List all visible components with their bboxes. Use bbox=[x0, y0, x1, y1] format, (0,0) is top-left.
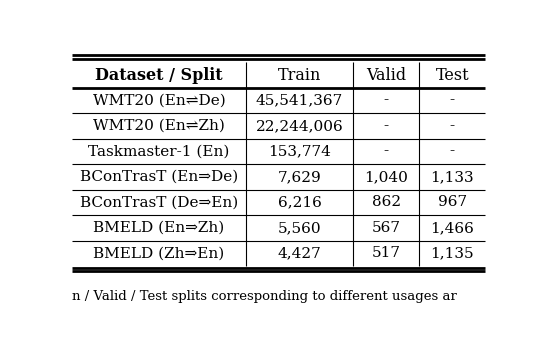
Text: 4,427: 4,427 bbox=[277, 247, 322, 261]
Text: -: - bbox=[450, 119, 455, 133]
Text: 5,560: 5,560 bbox=[277, 221, 322, 235]
Text: n / Valid / Test splits corresponding to different usages ar: n / Valid / Test splits corresponding to… bbox=[72, 290, 457, 303]
Text: BConTrasT (En⇒De): BConTrasT (En⇒De) bbox=[80, 170, 238, 184]
Text: Dataset / Split: Dataset / Split bbox=[95, 67, 223, 83]
Text: 967: 967 bbox=[438, 195, 467, 209]
Text: BMELD (Zh⇒En): BMELD (Zh⇒En) bbox=[94, 247, 225, 261]
Text: 1,040: 1,040 bbox=[364, 170, 408, 184]
Text: 45,541,367: 45,541,367 bbox=[256, 93, 343, 107]
Text: 862: 862 bbox=[372, 195, 401, 209]
Text: 153,774: 153,774 bbox=[268, 145, 331, 159]
Text: -: - bbox=[450, 145, 455, 159]
Text: 6,216: 6,216 bbox=[277, 195, 322, 209]
Text: 1,466: 1,466 bbox=[430, 221, 474, 235]
Text: BMELD (En⇒Zh): BMELD (En⇒Zh) bbox=[94, 221, 225, 235]
Text: -: - bbox=[384, 93, 389, 107]
Text: -: - bbox=[384, 119, 389, 133]
Text: 7,629: 7,629 bbox=[277, 170, 322, 184]
Text: Test: Test bbox=[436, 67, 469, 83]
Text: -: - bbox=[450, 93, 455, 107]
Text: BConTrasT (De⇒En): BConTrasT (De⇒En) bbox=[80, 195, 238, 209]
Text: 1,135: 1,135 bbox=[430, 247, 474, 261]
Text: 22,244,006: 22,244,006 bbox=[256, 119, 343, 133]
Text: WMT20 (En⇌Zh): WMT20 (En⇌Zh) bbox=[93, 119, 225, 133]
Text: 1,133: 1,133 bbox=[430, 170, 474, 184]
Text: Train: Train bbox=[278, 67, 321, 83]
Text: 567: 567 bbox=[372, 221, 401, 235]
Text: Valid: Valid bbox=[366, 67, 406, 83]
Text: 517: 517 bbox=[372, 247, 401, 261]
Text: -: - bbox=[384, 145, 389, 159]
Text: WMT20 (En⇌De): WMT20 (En⇌De) bbox=[92, 93, 225, 107]
Text: Taskmaster-1 (En): Taskmaster-1 (En) bbox=[88, 145, 230, 159]
